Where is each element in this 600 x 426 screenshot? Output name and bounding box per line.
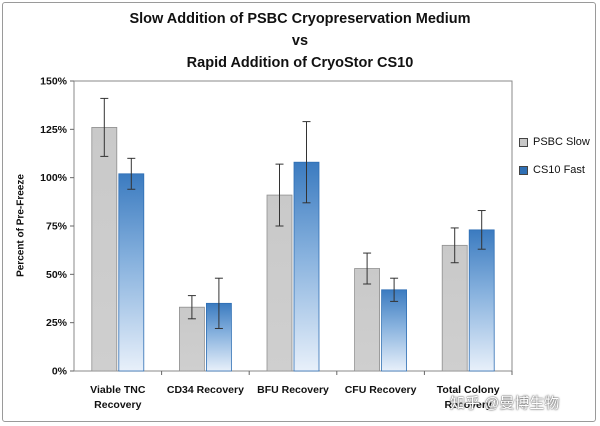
bar-cs10-fast xyxy=(468,229,495,372)
y-tick-label: 25% xyxy=(46,317,68,329)
chart-title-line-3: Rapid Addition of CryoStor CS10 xyxy=(186,55,414,71)
y-tick-label: 100% xyxy=(40,172,68,184)
legend-swatch-blue xyxy=(519,165,528,175)
x-tick-label: CD34 Recovery xyxy=(167,384,244,396)
y-tick-label: 75% xyxy=(46,221,68,233)
bar-cs10-fast xyxy=(118,173,145,372)
y-tick-label: 50% xyxy=(46,269,68,281)
x-tick-label: CFU Recovery xyxy=(345,384,417,396)
legend-item-psbc-slow: PSBC Slow xyxy=(519,134,590,150)
legend-label-cs10-fast: CS10 Fast xyxy=(533,164,585,176)
y-tick-label: 125% xyxy=(40,124,68,136)
legend-label-psbc-slow: PSBC Slow xyxy=(533,136,590,148)
bar-psbc-slow xyxy=(91,127,118,372)
legend: PSBC Slow CS10 Fast xyxy=(519,134,590,190)
bar-psbc-slow xyxy=(441,244,468,372)
watermark: 知乎 @曼博生物 xyxy=(450,395,560,412)
bar-psbc-slow xyxy=(354,268,381,372)
x-tick-label: Viable TNC Recovery xyxy=(90,384,146,411)
legend-swatch-gray xyxy=(519,137,528,147)
bar-cs10-fast xyxy=(381,289,408,372)
chart-title-line-1: Slow Addition of PSBC Cryopreservation M… xyxy=(129,11,471,27)
x-tick-label: BFU Recovery xyxy=(257,384,329,396)
x-tick-label: Total Colony Recovery xyxy=(437,384,500,411)
y-tick-label: 0% xyxy=(52,366,68,378)
y-tick-label: 150% xyxy=(40,76,68,88)
chart-frame xyxy=(2,2,596,422)
legend-item-cs10-fast: CS10 Fast xyxy=(519,162,590,178)
chart-title-line-2: vs xyxy=(291,33,309,49)
